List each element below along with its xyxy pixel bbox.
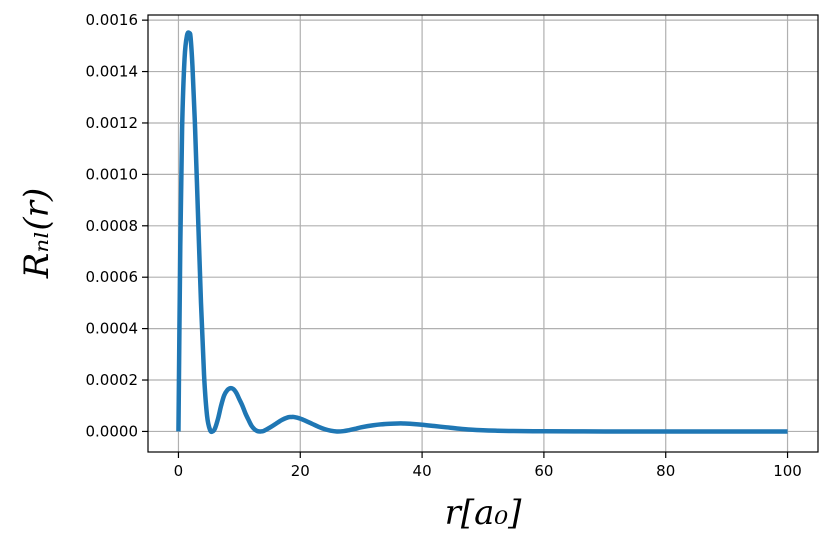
y-tick-label: 0.0006 xyxy=(86,268,139,286)
y-tick-label: 0.0014 xyxy=(86,63,139,81)
y-axis-label: Rₙₗ(r) xyxy=(17,188,57,279)
y-tick-label: 0.0012 xyxy=(86,114,139,132)
x-tick-label: 80 xyxy=(656,462,675,480)
y-tick-label: 0.0004 xyxy=(86,320,139,338)
plot-line-group xyxy=(176,30,788,435)
x-tick-label: 60 xyxy=(534,462,553,480)
series-line-0 xyxy=(176,30,788,435)
y-tick-label: 0.0002 xyxy=(86,371,139,389)
y-tick-label: 0.0010 xyxy=(86,165,139,183)
y-axis-ticks: 0.0000 0.0002 0.0004 0.0006 0.0008 0.0010 0.00… xyxy=(86,11,148,440)
x-tick-label: 100 xyxy=(773,462,802,480)
plot-frame xyxy=(147,14,819,453)
grid xyxy=(148,15,818,452)
x-tick-label: 0 xyxy=(174,462,184,480)
x-tick-label: 40 xyxy=(413,462,432,480)
x-axis-ticks: 0 20 40 60 80 100 xyxy=(174,452,802,480)
y-tick-label: 0.0008 xyxy=(86,217,139,235)
y-tick-label: 0.0016 xyxy=(86,11,139,29)
x-axis-label: r[a₀] xyxy=(445,493,522,533)
y-tick-label: 0.0000 xyxy=(86,422,139,440)
x-tick-label: 20 xyxy=(291,462,310,480)
